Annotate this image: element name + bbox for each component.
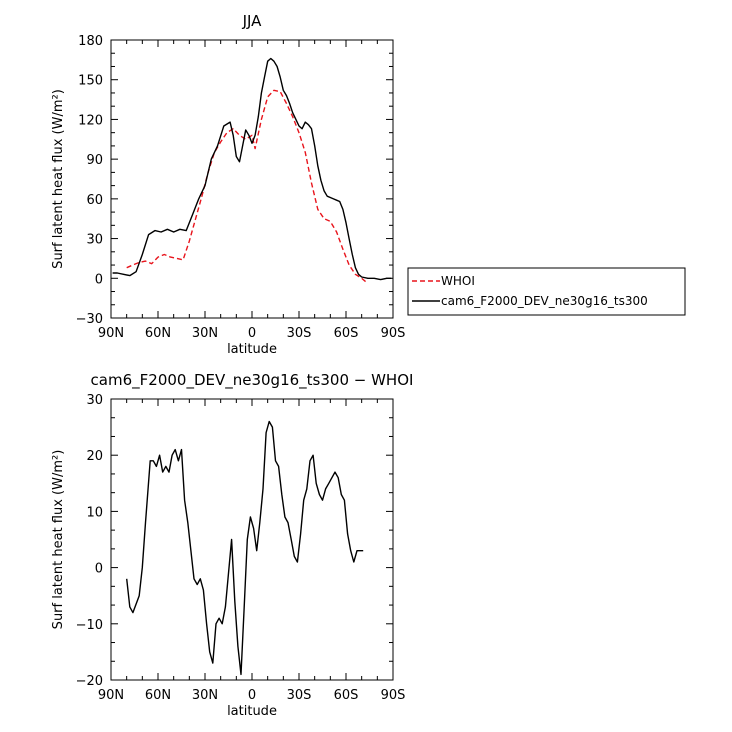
legend-box (407, 267, 686, 316)
top-y-tick-label: 60 (86, 193, 103, 208)
bottom-x-tick-label: 30S (287, 688, 312, 703)
legend: WHOI cam6_F2000_DEV_ne30g16_ts300 (407, 267, 686, 316)
bottom-x-tick-label: 60S (334, 688, 359, 703)
bottom-series-line-0 (126, 420, 364, 676)
bottom-y-tick-label: 0 (95, 562, 103, 577)
legend-entry-0: WHOI (441, 274, 475, 288)
bottom-x-axis-label: latitude (227, 704, 277, 719)
bottom-chart-title: cam6_F2000_DEV_ne30g16_ts300 − WHOI (91, 371, 414, 390)
top-x-tick-label: 90S (381, 326, 406, 341)
top-series-line-0 (126, 89, 367, 283)
top-plot-frame (110, 39, 394, 319)
bottom-x-tick-label: 90S (381, 688, 406, 703)
bottom-y-tick-label: −20 (76, 674, 103, 689)
top-y-tick-label: 90 (86, 153, 103, 168)
top-series-line-1 (112, 57, 392, 281)
top-y-tick-label: 150 (78, 74, 103, 89)
top-x-tick-label: 60N (145, 326, 171, 341)
top-y-tick-label: 30 (86, 233, 103, 248)
bottom-y-tick-label: 20 (86, 449, 103, 464)
top-y-tick-label: −30 (76, 312, 103, 327)
bottom-y-axis-label: Surf latent heat flux (W/m²) (51, 450, 66, 630)
top-y-axis-label: Surf latent heat flux (W/m²) (51, 89, 66, 269)
chart-panel-bottom: cam6_F2000_DEV_ne30g16_ts300 − WHOI 90N 60… (51, 371, 413, 719)
top-x-tick-label: 0 (248, 326, 256, 341)
chart-panel-top: JJA 90N 60N 30N 0 30S 60S 90S −30 0 30 60 90 120 150 18… (51, 12, 686, 357)
bottom-x-tick-label: 30N (192, 688, 218, 703)
top-x-tick-label: 30S (287, 326, 312, 341)
bottom-y-tick-label: −10 (76, 618, 103, 633)
top-chart-title: JJA (242, 12, 263, 30)
bottom-y-tick-label: 30 (86, 393, 103, 408)
top-x-tick-label: 30N (192, 326, 218, 341)
bottom-y-tick-label: 10 (86, 505, 103, 520)
top-x-tick-label: 60S (334, 326, 359, 341)
top-y-tick-label: 120 (78, 113, 103, 128)
legend-entry-1: cam6_F2000_DEV_ne30g16_ts300 (441, 294, 648, 308)
top-x-axis-label: latitude (227, 342, 277, 357)
top-y-tick-label: 0 (95, 272, 103, 287)
top-x-tick-label: 90N (98, 326, 124, 341)
bottom-x-tick-label: 90N (98, 688, 124, 703)
bottom-x-tick-label: 0 (248, 688, 256, 703)
bottom-x-tick-label: 60N (145, 688, 171, 703)
top-y-tick-label: 180 (78, 34, 103, 49)
bottom-plot-frame (110, 398, 394, 681)
